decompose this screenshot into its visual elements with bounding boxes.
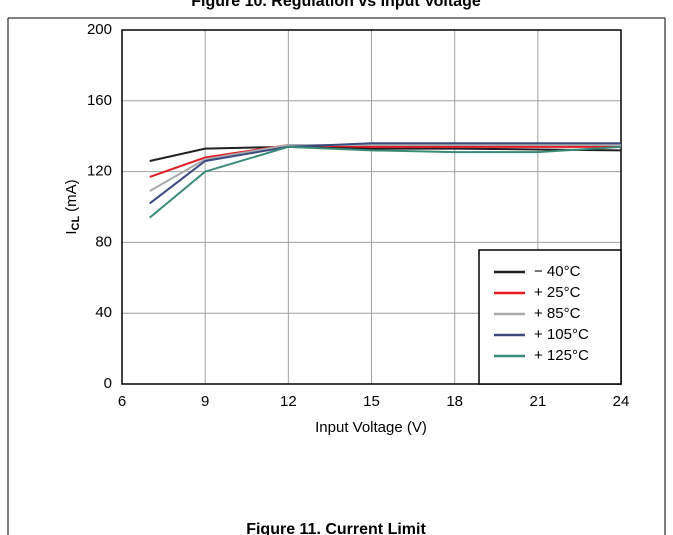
chart-title: Figure 10. Regulation vs Input Voltage (191, 0, 481, 10)
series-line (149, 144, 621, 192)
y-tick-label: 120 (87, 163, 112, 180)
y-tick-label: 200 (87, 21, 112, 38)
legend-label: + 25°C (534, 284, 581, 301)
series-line (149, 142, 621, 205)
y-tick-label: 0 (104, 375, 112, 392)
series-line (149, 145, 622, 219)
y-tick-label: 160 (87, 92, 112, 109)
legend-label: − 40°C (534, 263, 581, 280)
x-tick-label: 15 (363, 393, 380, 410)
x-tick-label: 18 (446, 393, 463, 410)
caption: Figure 11. Current Limit (246, 521, 426, 535)
x-tick-label: 6 (118, 393, 126, 410)
legend-label: + 85°C (534, 305, 581, 322)
legend-label: + 105°C (534, 326, 589, 343)
y-label-unit: (mA) (63, 179, 80, 212)
x-tick-label: 24 (613, 393, 630, 410)
x-tick-label: 9 (201, 393, 209, 410)
x-axis-label: Input Voltage (V) (315, 419, 427, 436)
plot-border (121, 29, 622, 385)
x-tick-label: 21 (529, 393, 546, 410)
y-label-main: I (63, 231, 80, 235)
series-line (149, 144, 621, 178)
y-tick-label: 40 (95, 304, 112, 321)
y-tick-label: 80 (95, 233, 112, 250)
y-axis-label: ICL (mA) (63, 179, 82, 234)
legend-label: + 125°C (534, 347, 589, 364)
y-label-sub: CL (70, 216, 82, 231)
series-line (149, 145, 622, 162)
x-tick-label: 12 (280, 393, 297, 410)
